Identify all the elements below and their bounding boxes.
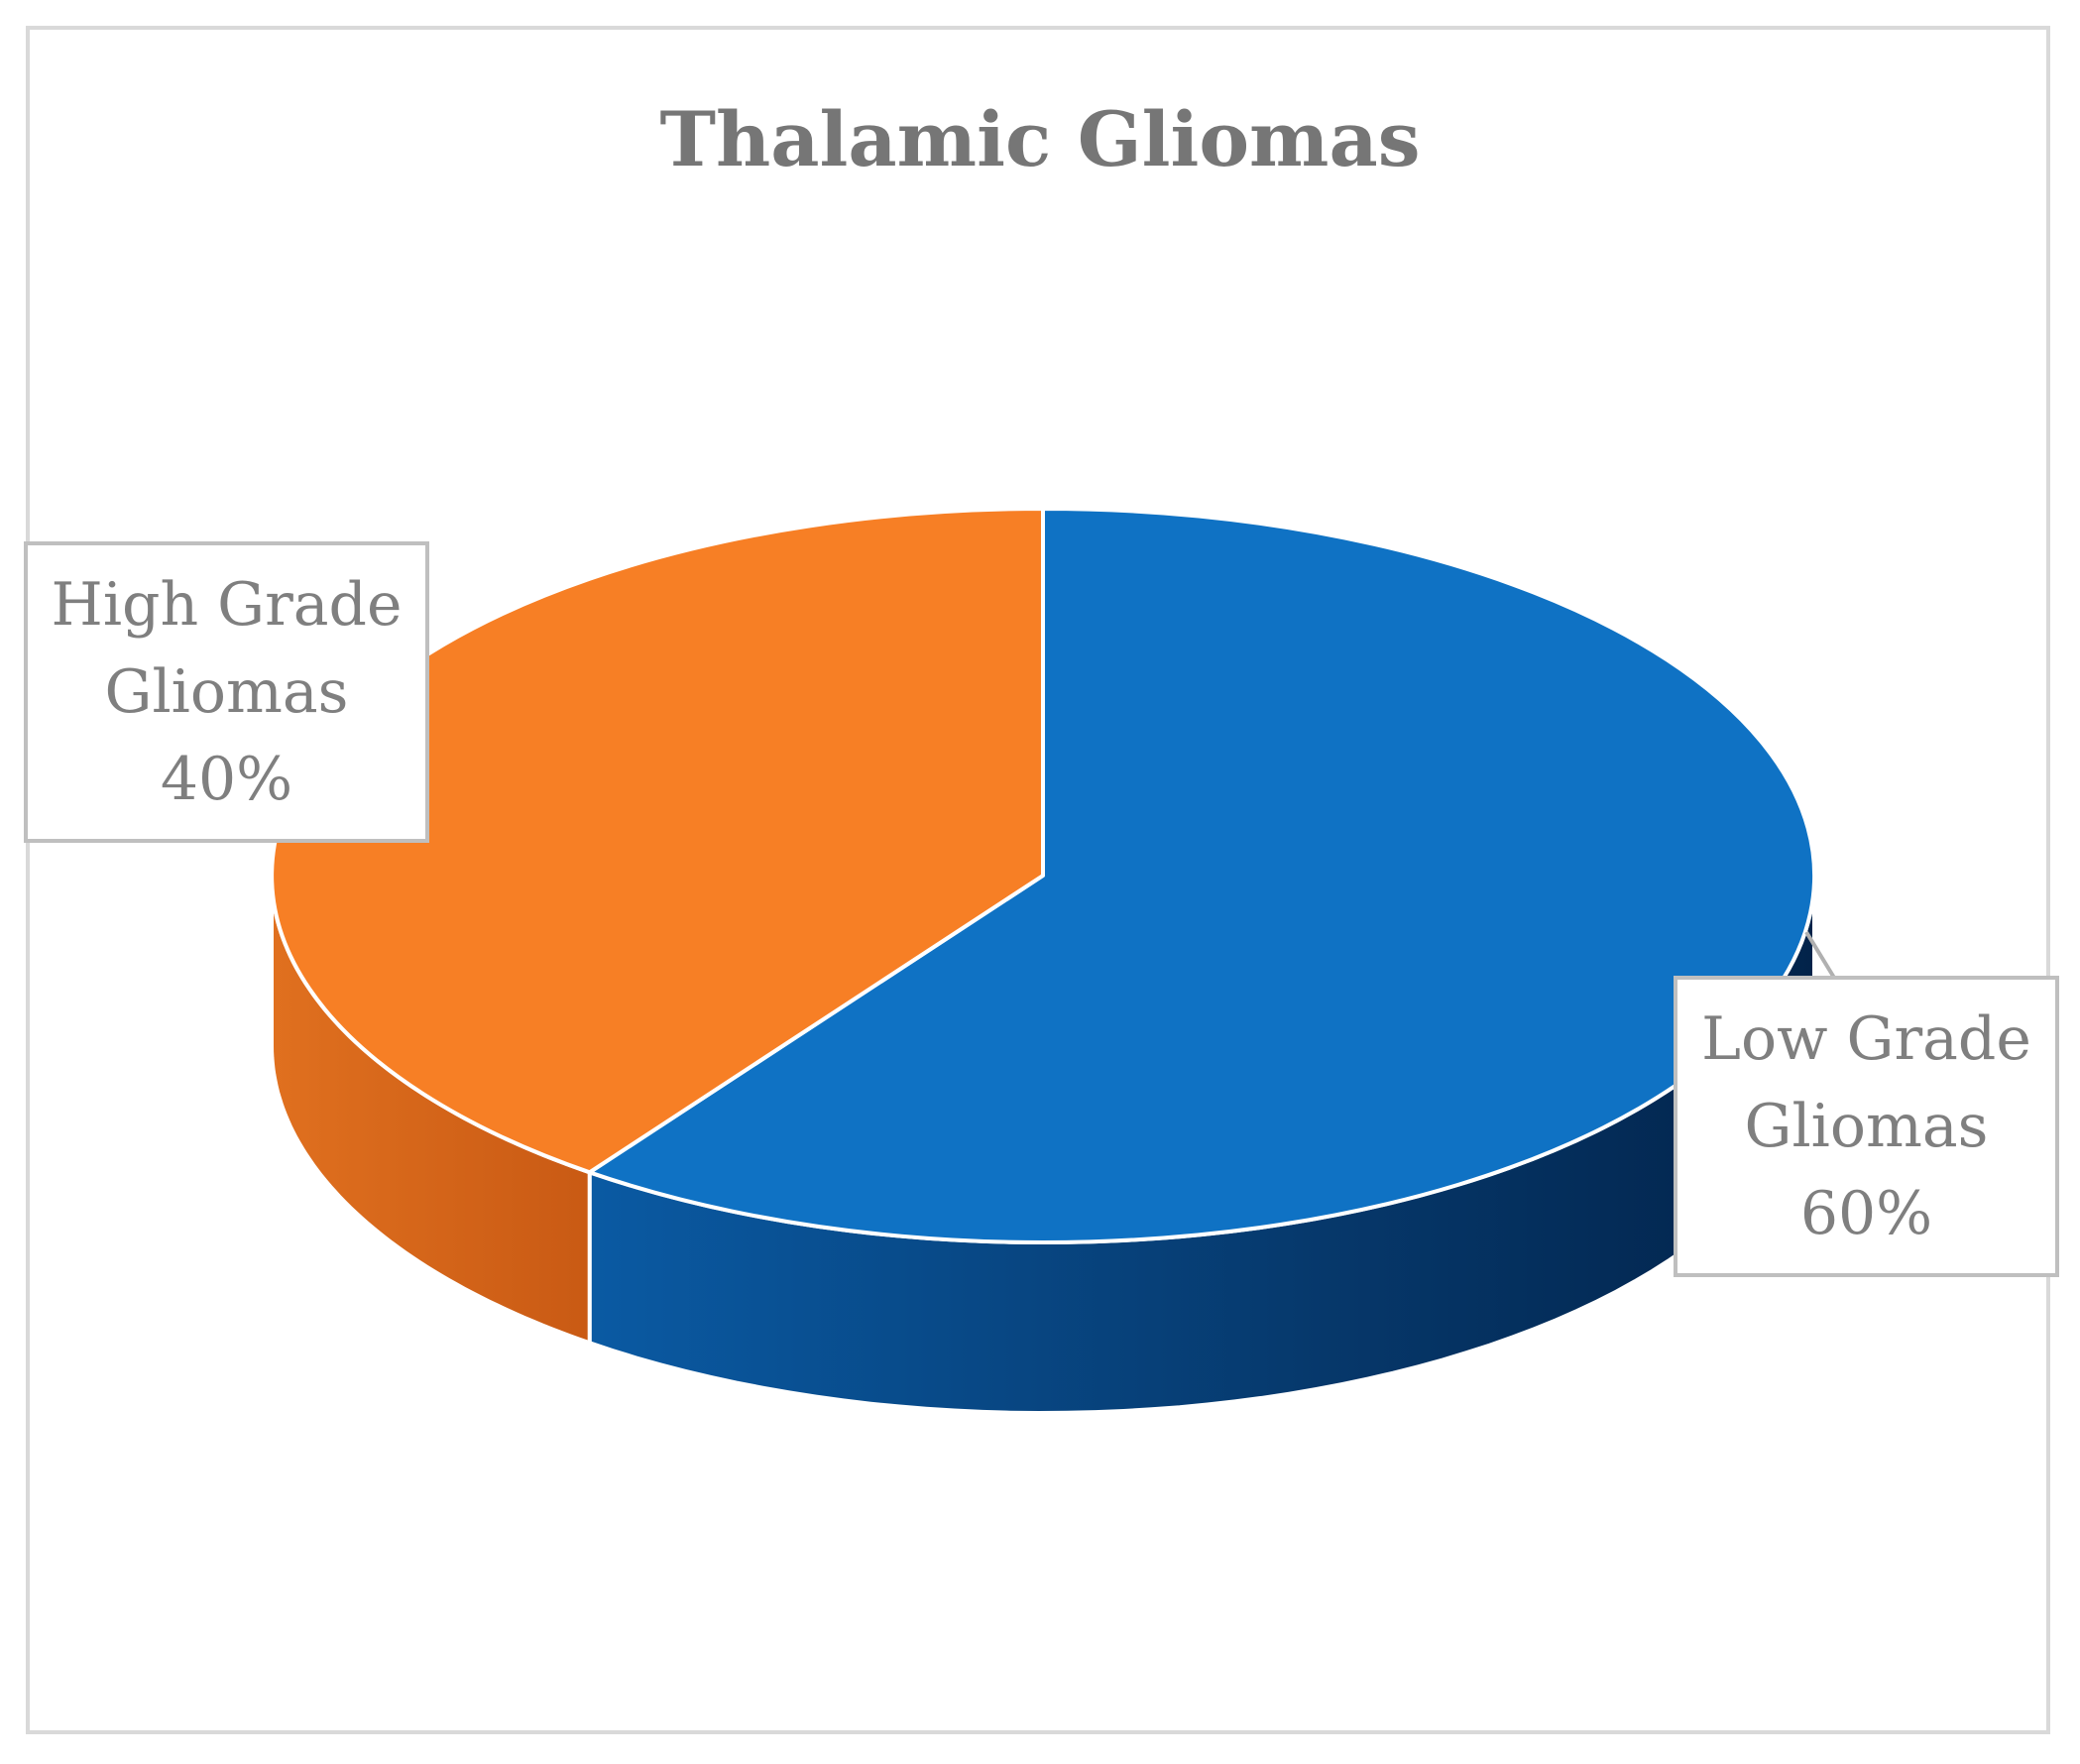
label-box (1674, 976, 2059, 1277)
label-line: Gliomas (105, 657, 349, 727)
label-line: High Grade (52, 570, 403, 640)
data-label-2: High Grade Gliomas 40% (24, 541, 429, 843)
label-box (24, 541, 429, 843)
label-line: 60% (1800, 1179, 1932, 1248)
chart-title: Thalamic Gliomas (659, 95, 1421, 183)
label-line: Gliomas (1745, 1092, 1989, 1161)
label-line: Low Grade (1701, 1004, 2031, 1074)
data-label-1: Low Grade Gliomas 60% (1674, 930, 2059, 1277)
label-line: 40% (161, 745, 292, 814)
